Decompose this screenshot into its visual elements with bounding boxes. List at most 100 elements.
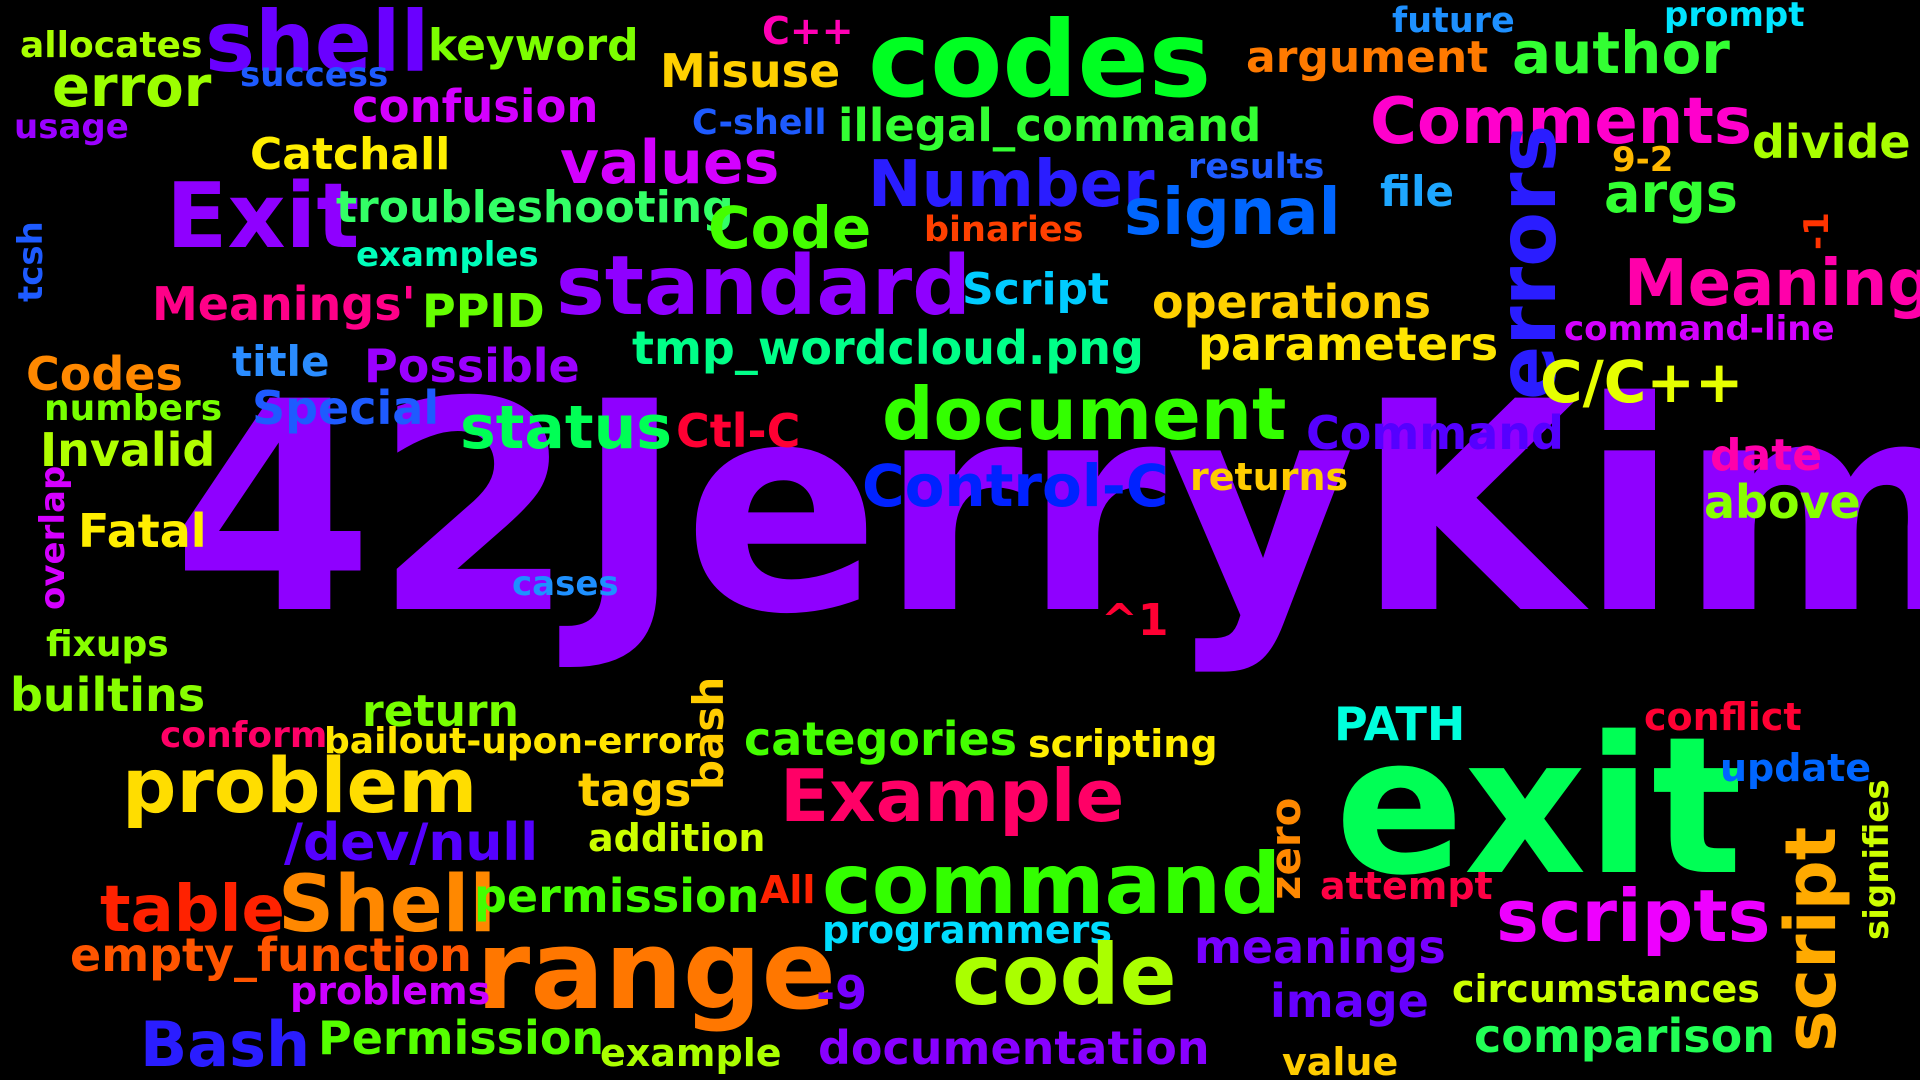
word-update: update	[1720, 746, 1872, 790]
word-above: above	[1704, 475, 1861, 529]
word-returns: returns	[1190, 455, 1349, 499]
word-date: date	[1710, 430, 1823, 481]
word-values: values	[560, 128, 780, 198]
word-allocates: allocates	[20, 25, 203, 66]
word-path: PATH	[1334, 697, 1466, 751]
word-exit: Exit	[166, 164, 360, 269]
word-results: results	[1188, 147, 1325, 187]
word-confusion: confusion	[352, 80, 599, 133]
word-invalid: Invalid	[40, 423, 216, 477]
word-meanings: Meanings'	[152, 277, 416, 331]
word-programmers: programmers	[822, 908, 1112, 952]
word-problem: problem	[122, 741, 478, 830]
word-42jerrykim: 42JerryKim	[172, 341, 1920, 678]
word-args: args	[1604, 162, 1738, 225]
word-empty-function: empty_function	[70, 928, 472, 982]
word-shell: Shell	[278, 860, 497, 950]
word-standard: standard	[556, 239, 971, 334]
word-example: example	[600, 1031, 782, 1075]
word-number: Number	[868, 148, 1155, 222]
word-overlap: overlap	[33, 465, 73, 610]
word-documentation: documentation	[818, 1021, 1210, 1075]
word-dev-null: /dev/null	[284, 813, 539, 873]
word-keyword: keyword	[428, 20, 639, 71]
word-conform: conform	[160, 715, 328, 756]
word-success: success	[240, 55, 389, 95]
word-operations: operations	[1152, 275, 1431, 329]
word-catchall: Catchall	[250, 129, 451, 180]
word-builtins: builtins	[10, 668, 206, 722]
word-9-2: 9-2	[1612, 140, 1674, 180]
word-c-c: C/C++	[1540, 348, 1744, 416]
word-script: Script	[962, 264, 1110, 315]
word-1: ^1	[1101, 595, 1169, 646]
word-addition: addition	[588, 816, 766, 860]
word-all: All	[760, 868, 816, 912]
word-attempt: attempt	[1320, 864, 1493, 908]
word-return: return	[362, 686, 519, 737]
word-circumstances: circumstances	[1452, 967, 1760, 1011]
word-example: Example	[780, 754, 1125, 838]
word-examples: examples	[356, 235, 539, 275]
word-1: -1	[1797, 212, 1837, 250]
word-code: code	[952, 926, 1177, 1024]
word-parameters: parameters	[1198, 317, 1499, 371]
word-numbers: numbers	[44, 388, 223, 429]
word-comparison: comparison	[1474, 1009, 1775, 1063]
word-future: future	[1392, 1, 1515, 41]
word-scripting: scripting	[1028, 722, 1218, 766]
word-tcsh: tcsh	[11, 221, 51, 302]
word-signal: signal	[1124, 176, 1341, 250]
word-command-line: command-line	[1564, 309, 1835, 349]
word-script: script	[1770, 826, 1852, 1052]
word-codes: Codes	[26, 347, 183, 401]
word-title: title	[232, 337, 330, 386]
word-range: range	[476, 906, 837, 1034]
word-ctl-c: Ctl-C	[676, 404, 801, 458]
word-divide: divide	[1752, 115, 1911, 169]
word-permission: Permission	[318, 1011, 605, 1065]
word-shell: shell	[205, 0, 430, 91]
word-categories: categories	[744, 712, 1018, 766]
word-table: table	[100, 873, 285, 947]
word-special: Special	[252, 381, 440, 435]
word-misuse: Misuse	[660, 44, 841, 98]
word-conflict: conflict	[1644, 695, 1802, 739]
word-binaries: binaries	[924, 210, 1084, 250]
word-c: C++	[762, 9, 854, 53]
word-bash: Bash	[140, 1008, 311, 1080]
word-bailout-upon-error: bailout-upon-error	[324, 721, 701, 762]
word-tmp-wordcloud-png: tmp_wordcloud.png	[632, 321, 1144, 375]
word-control-c: Control-C	[862, 452, 1169, 520]
word-scripts: scripts	[1496, 874, 1771, 958]
word-ppid: PPID	[422, 284, 545, 338]
word-illegal-command: illegal_command	[838, 99, 1262, 152]
word-value: value	[1282, 1040, 1399, 1080]
word-troubleshooting: troubleshooting	[336, 182, 734, 233]
word-author: author	[1512, 19, 1730, 87]
word-fixups: fixups	[46, 624, 169, 665]
word-document: document	[882, 372, 1287, 456]
word-codes: codes	[868, 0, 1212, 121]
word-tags: tags	[578, 763, 692, 817]
word-cases: cases	[512, 564, 619, 604]
word-problems: problems	[290, 969, 491, 1013]
word-image: image	[1270, 974, 1429, 1028]
word-file: file	[1380, 167, 1455, 216]
word-argument: argument	[1246, 32, 1489, 83]
word-fatal: Fatal	[78, 504, 207, 558]
word-c-shell: C-shell	[692, 103, 827, 143]
word-meanings: meanings	[1194, 920, 1446, 974]
word-error: error	[52, 55, 212, 120]
word-possible: Possible	[364, 339, 580, 393]
word-signifies: signifies	[1857, 779, 1897, 940]
word-command: Command	[1306, 406, 1564, 460]
word-comments: Comments	[1370, 85, 1752, 159]
word-exit: exit	[1335, 696, 1743, 917]
word-prompt: prompt	[1664, 0, 1805, 35]
word-9: -9	[816, 966, 868, 1020]
word-permission: permission	[474, 869, 760, 923]
word-usage: usage	[14, 107, 129, 147]
word-meaning: Meaning	[1624, 247, 1920, 321]
